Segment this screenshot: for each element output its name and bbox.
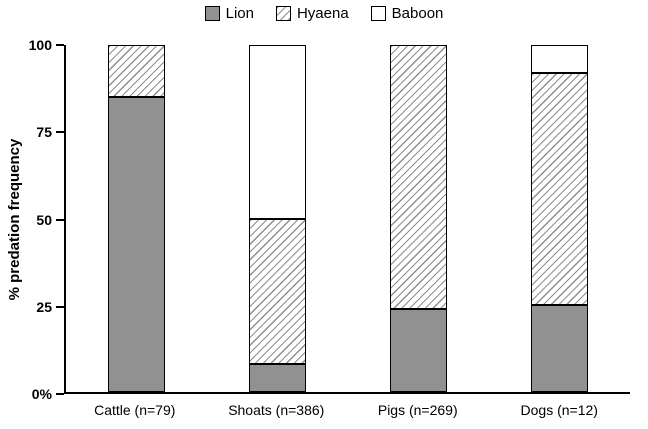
x-axis-labels: Cattle (n=79) Shoats (n=386) Pigs (n=269) D… <box>64 402 630 418</box>
bar-segment-pigs-hyaena <box>390 45 447 309</box>
y-tick-label-25: 25 <box>36 298 52 315</box>
bar-segment-dogs-hyaena <box>531 72 588 306</box>
x-axis-label-shoats: Shoats (n=386) <box>228 402 325 418</box>
legend-item-lion: Lion <box>204 5 254 22</box>
bar-segment-shoats-lion <box>249 364 306 392</box>
x-axis-label-cattle: Cattle (n=79) <box>94 402 176 418</box>
bar-segment-shoats-baboon <box>249 45 306 219</box>
legend-swatch-lion-icon <box>204 6 220 21</box>
bar-pigs <box>390 45 447 392</box>
y-tick-label-50: 50 <box>36 211 52 228</box>
y-tick-label-0: 0% <box>31 386 52 402</box>
bar-segment-pigs-lion <box>390 308 447 392</box>
y-tick-mark-75 <box>56 131 64 134</box>
legend-swatch-hyaena-icon <box>275 6 291 21</box>
x-axis-label-dogs: Dogs (n=12) <box>520 402 598 418</box>
bar-shoats <box>249 45 306 392</box>
y-tick-mark-0 <box>56 393 64 395</box>
y-tick-label-100: 100 <box>28 37 52 53</box>
bar-segment-dogs-baboon <box>531 45 588 73</box>
plot-region: 0% 25 50 75 100 <box>29 37 630 402</box>
bar-segment-cattle-hyaena <box>108 45 165 98</box>
legend-item-baboon: Baboon <box>370 5 444 22</box>
legend-swatch-baboon-icon <box>370 6 386 21</box>
chart-legend: Lion Hyaena Baboon <box>0 5 648 22</box>
y-axis-label: % predation frequency <box>6 138 23 301</box>
plot-area <box>64 45 630 394</box>
legend-label-baboon: Baboon <box>391 5 444 22</box>
y-tick-mark-50 <box>56 218 64 221</box>
bar-segment-dogs-lion <box>531 305 588 392</box>
bar-cattle <box>108 45 165 392</box>
bar-segment-shoats-hyaena <box>249 218 306 365</box>
legend-label-hyaena: Hyaena <box>296 5 349 22</box>
x-axis-label-pigs: Pigs (n=269) <box>377 402 458 418</box>
y-tick-mark-100 <box>56 44 64 46</box>
bar-segment-cattle-lion <box>108 97 165 392</box>
y-tick-mark-25 <box>56 305 64 308</box>
legend-item-hyaena: Hyaena <box>275 5 349 22</box>
legend-label-lion: Lion <box>225 5 254 22</box>
y-tick-label-75: 75 <box>36 124 52 141</box>
bar-dogs <box>531 45 588 392</box>
